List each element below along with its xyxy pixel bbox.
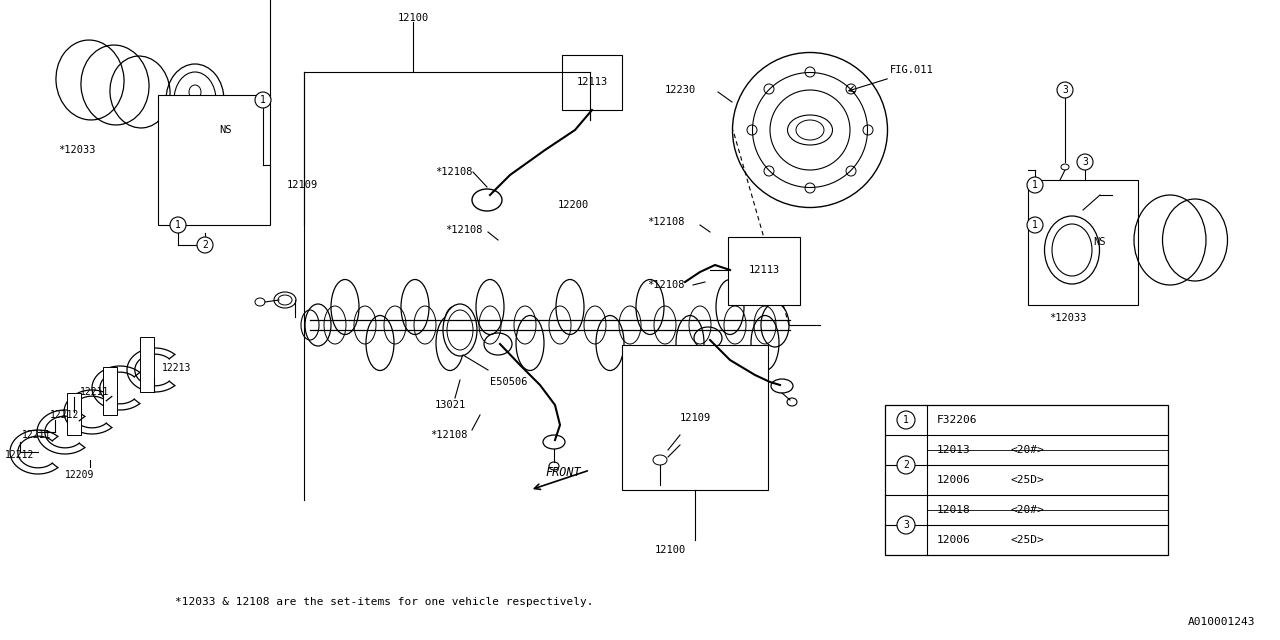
- Bar: [102, 367, 116, 415]
- Text: 1: 1: [904, 415, 909, 425]
- Text: 2: 2: [202, 240, 207, 250]
- Text: 1: 1: [175, 220, 180, 230]
- Text: 2: 2: [904, 460, 909, 470]
- Circle shape: [897, 516, 915, 534]
- Bar: [562, 55, 622, 110]
- Text: FRONT: FRONT: [545, 465, 581, 479]
- Text: <25D>: <25D>: [1010, 475, 1043, 485]
- Text: *12108: *12108: [646, 217, 685, 227]
- Circle shape: [1076, 154, 1093, 170]
- Text: 12212: 12212: [50, 410, 79, 420]
- Text: 12013: 12013: [937, 445, 970, 455]
- Text: 12211: 12211: [81, 387, 109, 397]
- Circle shape: [1027, 177, 1043, 193]
- Text: <20#>: <20#>: [1010, 445, 1043, 455]
- Text: *12033 & 12108 are the set-items for one vehicle respectively.: *12033 & 12108 are the set-items for one…: [175, 597, 594, 607]
- Text: A010001243: A010001243: [1188, 617, 1254, 627]
- Text: 1: 1: [260, 95, 266, 105]
- Text: 12006: 12006: [937, 475, 970, 485]
- Text: *12108: *12108: [435, 167, 472, 177]
- Circle shape: [1057, 82, 1073, 98]
- Text: 12113: 12113: [576, 77, 608, 87]
- Circle shape: [170, 217, 186, 233]
- Bar: [157, 95, 270, 225]
- Text: 12006: 12006: [937, 535, 970, 545]
- Text: *12108: *12108: [445, 225, 483, 235]
- Text: 3: 3: [1082, 157, 1088, 167]
- Text: E50506: E50506: [490, 377, 527, 387]
- Text: <20#>: <20#>: [1010, 505, 1043, 515]
- Text: 13021: 13021: [435, 400, 466, 410]
- Text: <25D>: <25D>: [1010, 535, 1043, 545]
- Text: 12212: 12212: [5, 450, 35, 460]
- Text: *12108: *12108: [430, 430, 467, 440]
- Text: 12100: 12100: [654, 545, 686, 555]
- Text: 12211: 12211: [22, 430, 51, 440]
- Bar: [67, 393, 81, 435]
- Text: 12230: 12230: [666, 85, 696, 95]
- Bar: [728, 237, 800, 305]
- Bar: [1028, 180, 1138, 305]
- Bar: [622, 345, 768, 490]
- Circle shape: [897, 411, 915, 429]
- Text: 12109: 12109: [287, 180, 319, 190]
- Circle shape: [1027, 217, 1043, 233]
- Text: 12200: 12200: [558, 200, 589, 210]
- Circle shape: [897, 456, 915, 474]
- Text: 3: 3: [1062, 85, 1068, 95]
- Bar: [140, 337, 154, 392]
- Text: F32206: F32206: [937, 415, 978, 425]
- Circle shape: [255, 92, 271, 108]
- Text: 12100: 12100: [397, 13, 429, 23]
- Circle shape: [197, 237, 212, 253]
- Bar: [884, 405, 1169, 555]
- Text: *12033: *12033: [1050, 313, 1087, 323]
- Text: 12209: 12209: [65, 470, 95, 480]
- Text: NS: NS: [219, 125, 232, 135]
- Text: NS: NS: [1093, 237, 1106, 247]
- Text: 1: 1: [1032, 180, 1038, 190]
- Text: 12109: 12109: [680, 413, 710, 423]
- Text: 12213: 12213: [163, 363, 192, 373]
- Text: *12108: *12108: [646, 280, 685, 290]
- Text: 1: 1: [1032, 220, 1038, 230]
- Text: 12113: 12113: [749, 265, 780, 275]
- Ellipse shape: [443, 304, 477, 356]
- Text: FIG.011: FIG.011: [890, 65, 933, 75]
- Text: 12018: 12018: [937, 505, 970, 515]
- Text: *12033: *12033: [58, 145, 96, 155]
- Text: 3: 3: [904, 520, 909, 530]
